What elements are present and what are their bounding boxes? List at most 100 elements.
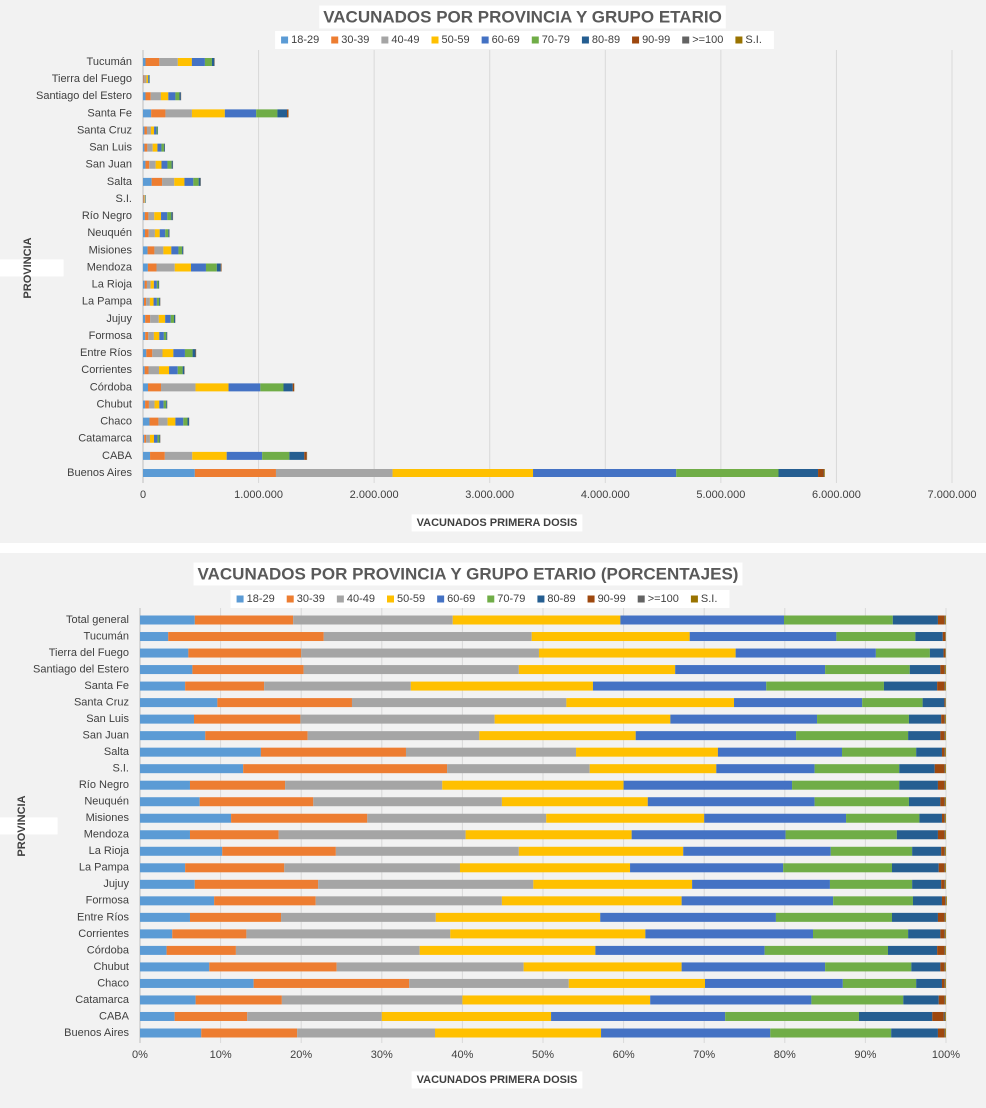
bar-segment [166,945,236,955]
y-tick-label: Buenos Aires [64,1027,129,1039]
legend-label: 50-59 [397,593,425,605]
bar-segment [146,434,150,443]
bar-segment [908,731,941,741]
bar-segment [813,929,909,939]
x-tick-label: 90% [854,1049,876,1061]
bar-segment [147,246,155,255]
bar-segment [226,451,263,460]
bar-segment [164,451,193,460]
bar-segment [916,747,942,757]
bar-segment [494,714,671,724]
bar-segment [149,160,156,169]
y-tick-label: CABA [99,1010,130,1022]
bar-segment [161,160,168,169]
bar-segment [945,929,946,939]
bar-segment [335,846,519,856]
bar-segment [479,731,636,741]
bar-segment [945,797,946,807]
bar-segment [143,434,145,443]
bar-segment [145,400,149,409]
bar-segment [944,665,946,675]
bar-segment [161,212,168,221]
bar-segment [814,764,900,774]
bar-segment [143,246,148,255]
bar-segment [818,469,824,477]
bar-segment [156,263,175,272]
legend-label: 40-49 [347,593,375,605]
bar-segment [899,764,935,774]
bar-segment [944,731,946,741]
legend-label: >=100 [648,593,679,605]
bar-segment [833,896,913,906]
bar-segment [315,896,502,906]
bar-segment [301,648,539,658]
bar-segment [912,879,942,889]
bar-segment [830,846,913,856]
y-tick-label: Corrientes [78,928,129,940]
bar-segment [140,764,244,774]
y-tick-label: Catamarca [78,433,133,445]
bar-segment [143,366,145,375]
bar-segment [943,1011,946,1021]
bar-segment [945,731,946,741]
bar-segment [144,126,147,135]
bar-segment [796,731,909,741]
bar-segment [183,417,188,426]
bar-segment [945,863,946,873]
bar-segment [941,846,945,856]
bar-segment [172,929,247,939]
bar-segment [198,177,201,186]
bar-segment [518,846,684,856]
bar-segment [143,280,145,289]
bar-segment [144,143,148,152]
bar-segment [292,383,295,392]
bar-segment [158,417,168,426]
bar-segment [620,615,784,625]
legend-swatch [281,36,289,44]
bar-segment [919,813,942,823]
bar-segment [205,263,217,272]
bar-segment [601,1028,771,1038]
y-tick-label: Jujuy [103,878,129,890]
bar-segment [892,615,938,625]
bar-segment [858,1011,933,1021]
legend-label: 40-49 [391,34,419,46]
bar-segment [278,830,466,840]
bar-segment [595,945,765,955]
bar-segment [944,962,946,972]
bar-segment [260,383,284,392]
bar-segment [216,263,221,272]
legend-swatch [581,36,589,44]
bar-segment [946,896,947,906]
bar-segment [945,813,946,823]
bar-segment [187,417,189,426]
bar-segment [247,1011,382,1021]
bar-segment [140,929,173,939]
bar-segment [300,714,495,724]
bar-segment [143,58,146,66]
bar-segment [143,314,146,323]
bar-segment [148,75,150,84]
y-tick-label: La Pampa [79,862,130,874]
bar-segment [323,632,532,642]
bar-segment [735,648,876,658]
bar-segment [283,383,293,392]
bar-segment [155,160,162,169]
bar-segment [243,764,448,774]
bar-segment [165,109,192,118]
legend-label: 80-89 [592,34,620,46]
bar-segment [190,263,206,272]
bar-segment [157,143,162,152]
bar-segment [938,995,945,1005]
bar-segment [911,962,941,972]
bar-segment [146,297,150,306]
bar-segment [140,731,206,741]
y-tick-label: Jujuy [106,313,132,325]
bar-segment [823,469,825,477]
legend-swatch [531,36,539,44]
bar-segment [162,349,174,358]
bar-segment [912,846,942,856]
y-tick-label: S.I. [115,193,132,205]
x-tick-label: 0 [140,489,146,501]
bar-segment [937,830,945,840]
